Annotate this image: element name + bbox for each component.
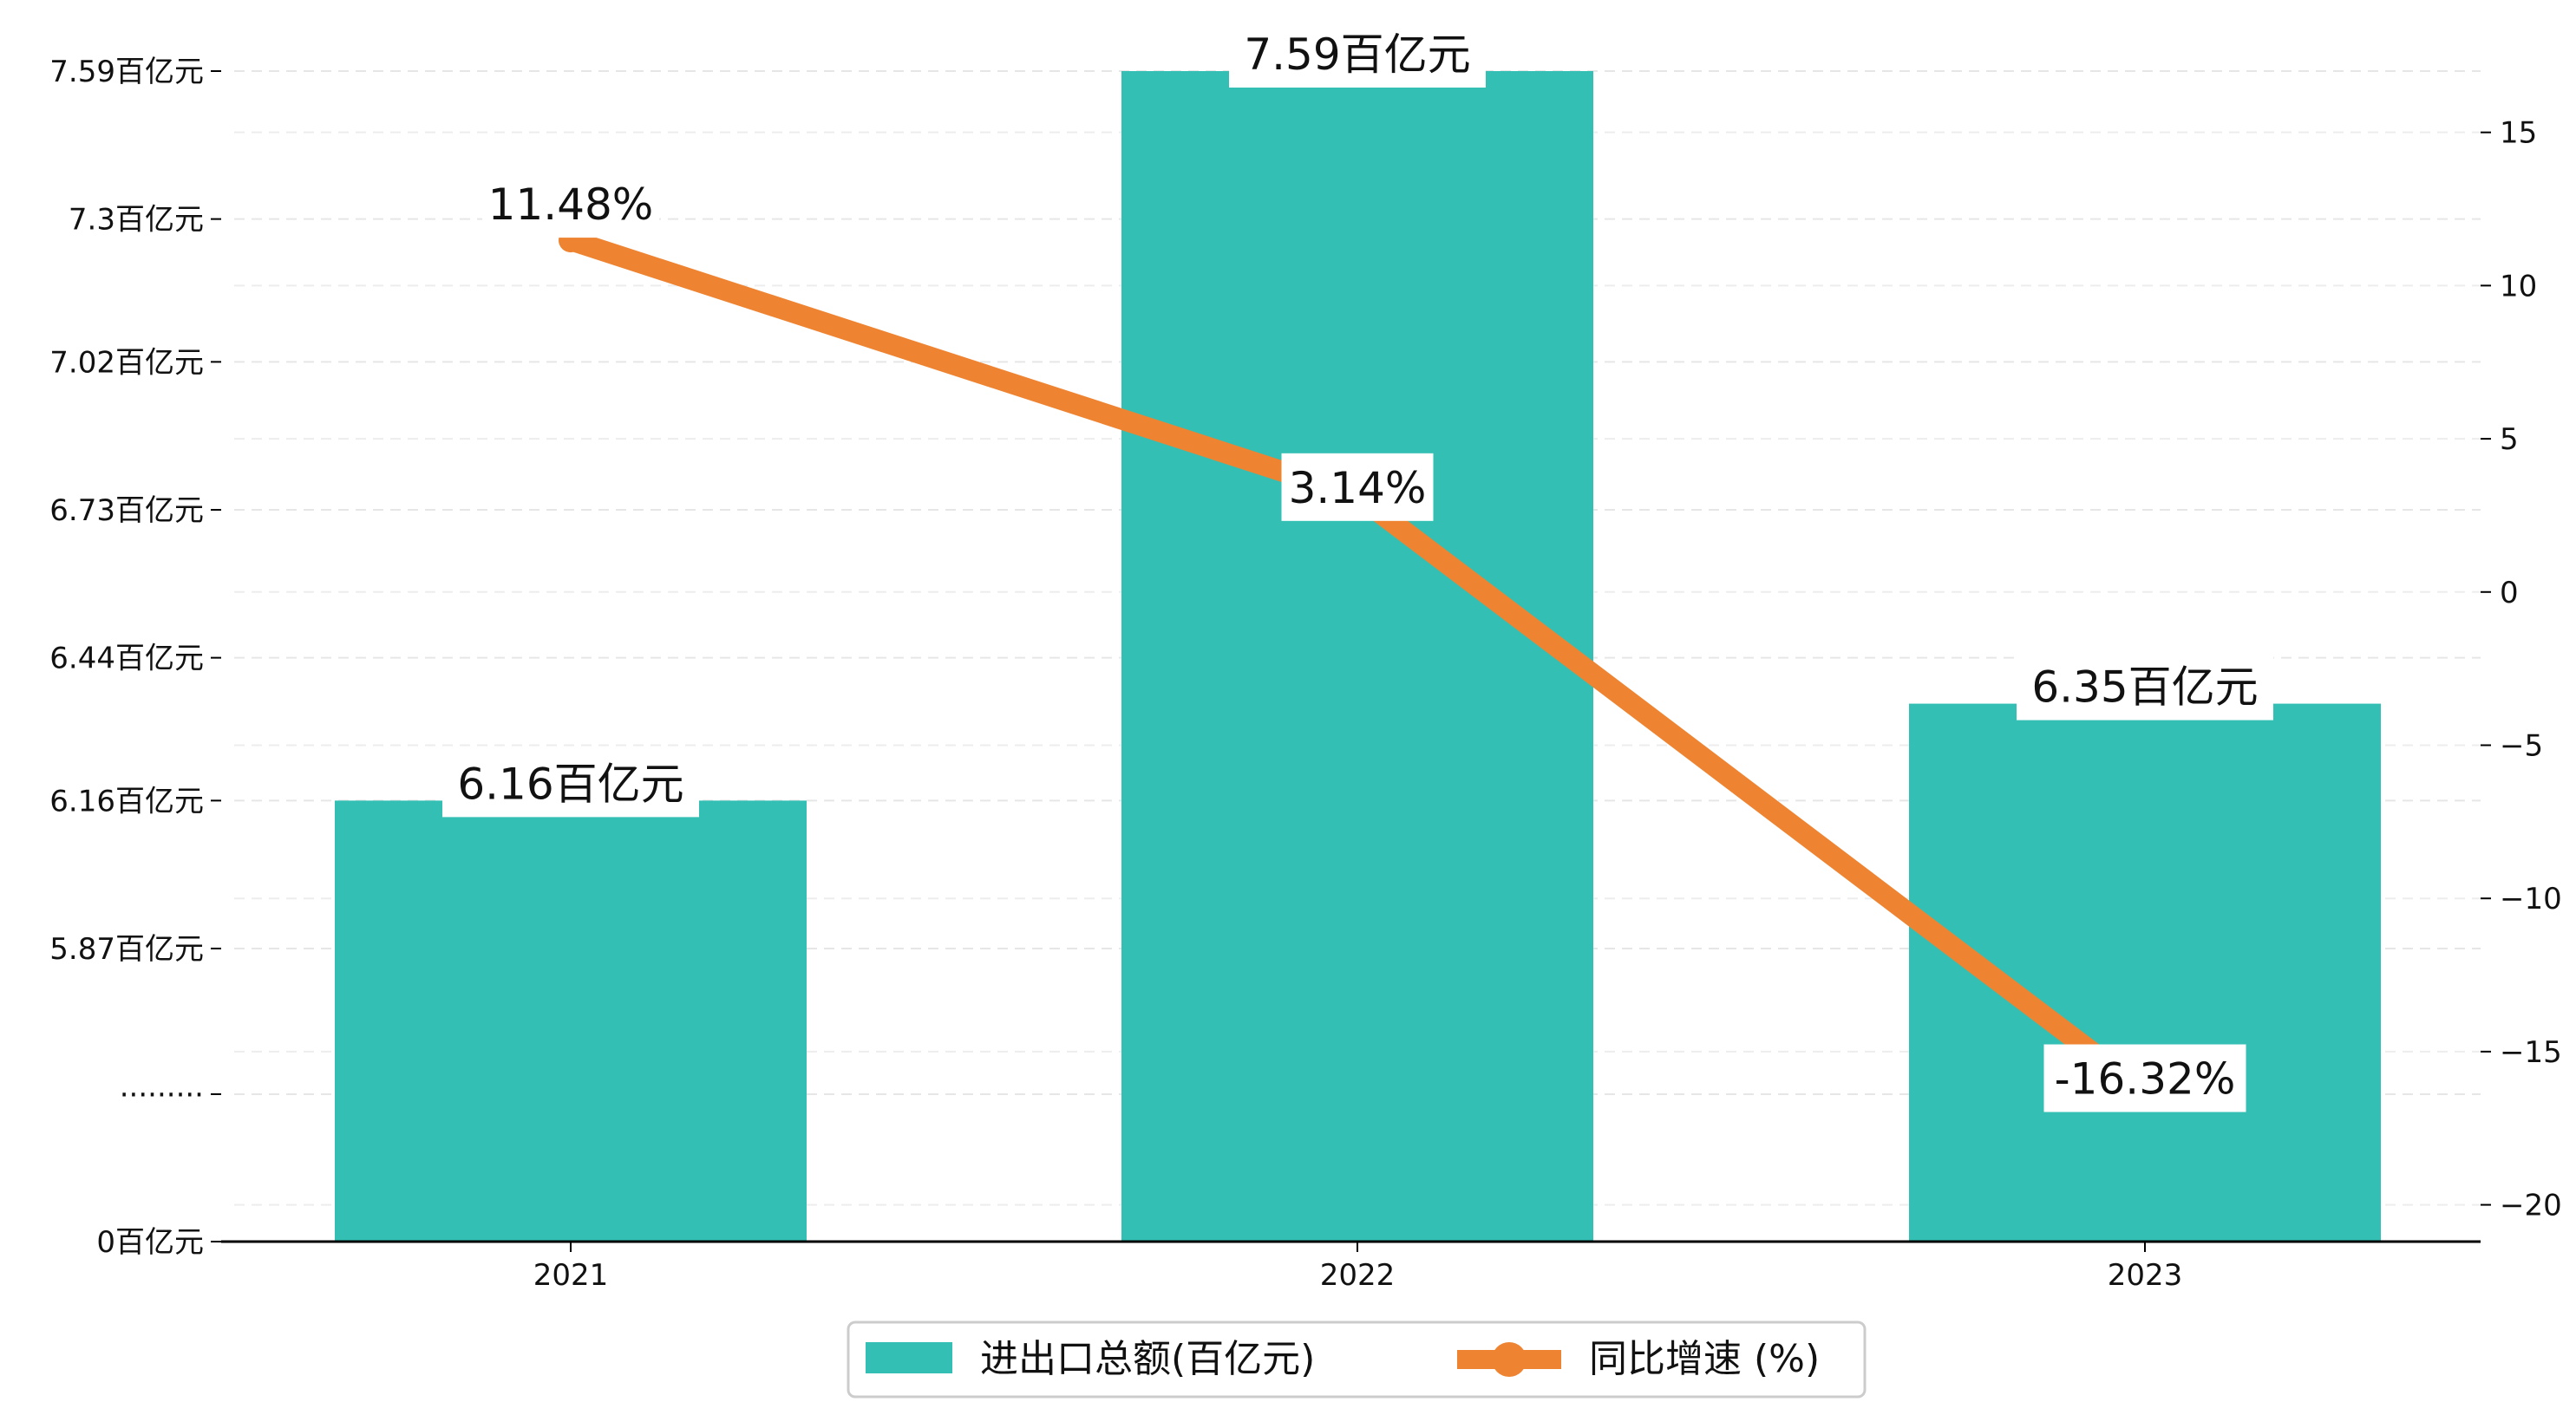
line-label-2022-text: 3.14%: [1289, 463, 1427, 513]
legend-label-line: 同比增速 (%): [1589, 1337, 1820, 1381]
y-left-tick-label: 7.59百亿元: [49, 55, 204, 89]
y-right-tick-label: −20: [2500, 1189, 2562, 1223]
bar-label-2021-bg: [442, 749, 699, 818]
line-label-2021-text: 11.48%: [488, 179, 654, 230]
y-right-tick-label: −5: [2500, 728, 2543, 763]
line-label-2021: 11.48%: [482, 170, 659, 238]
y-left-tick-label: 6.73百亿元: [49, 493, 204, 528]
y-left-tick-label: 5.87百亿元: [49, 932, 204, 967]
y-right-tick-label: 0: [2500, 576, 2519, 610]
x-tick-label: 2021: [533, 1258, 609, 1293]
y-right-tick-label: 15: [2500, 116, 2537, 151]
bar-label-2022-text: 7.59百亿元: [1244, 29, 1470, 80]
bar-series: [335, 71, 2381, 1242]
bar-2021: [335, 800, 807, 1242]
y-left-tick-label: 0百亿元: [96, 1225, 204, 1260]
y-right-tick-label: 5: [2500, 422, 2519, 457]
bar-label-2023-bg: [2017, 652, 2273, 721]
bar-label-2021-text: 6.16百亿元: [457, 759, 683, 809]
line-label-2023: -16.32%: [2043, 1044, 2246, 1112]
bar-label-2022-bg: [1229, 20, 1486, 88]
x-tick-label: 2023: [2108, 1258, 2183, 1293]
legend-label-bar: 进出口总额(百亿元): [980, 1337, 1315, 1381]
bar-label-2021: 6.16百亿元: [442, 749, 699, 818]
y-right-tick-label: −15: [2500, 1035, 2562, 1070]
line-label-2021-bg: [482, 170, 659, 238]
bar-label-2022: 7.59百亿元: [1229, 20, 1486, 88]
legend-frame: [847, 1320, 1867, 1399]
data-labels: 6.16百亿元 7.59百亿元 6.35百亿元 11.48% 3.14% -16.32%: [442, 20, 2273, 1112]
line-label-2022-bg: [1281, 453, 1434, 521]
y-left-tick-label: 7.3百亿元: [69, 203, 204, 238]
axes: 2021 2022 2023 0百亿元 ········· 5.87百亿元 6.16百亿元 6…: [49, 55, 2561, 1293]
line-label-2023-text: -16.32%: [2055, 1054, 2236, 1105]
x-tick-label: 2022: [1320, 1258, 1396, 1293]
bar-label-2023: 6.35百亿元: [2017, 652, 2273, 721]
y-left-tick-label: 6.16百亿元: [49, 784, 204, 818]
y-left-tick-label: 7.02百亿元: [49, 345, 204, 380]
line-label-2022: 3.14%: [1281, 453, 1434, 521]
legend-swatch-marker: [1492, 1342, 1527, 1377]
bar-label-2023-text: 6.35百亿元: [2031, 662, 2258, 713]
y-right-tick-label: 10: [2500, 269, 2537, 303]
y-right-tick-label: −10: [2500, 882, 2562, 916]
y-left-tick-label: ·········: [120, 1078, 204, 1112]
bar-2022: [1121, 71, 1593, 1242]
y-left-tick-label: 6.44百亿元: [49, 642, 204, 676]
legend: 进出口总额(百亿元) 同比增速 (%): [847, 1320, 1867, 1399]
legend-swatch-bar: [866, 1342, 952, 1373]
line-label-2023-bg: [2043, 1044, 2246, 1112]
